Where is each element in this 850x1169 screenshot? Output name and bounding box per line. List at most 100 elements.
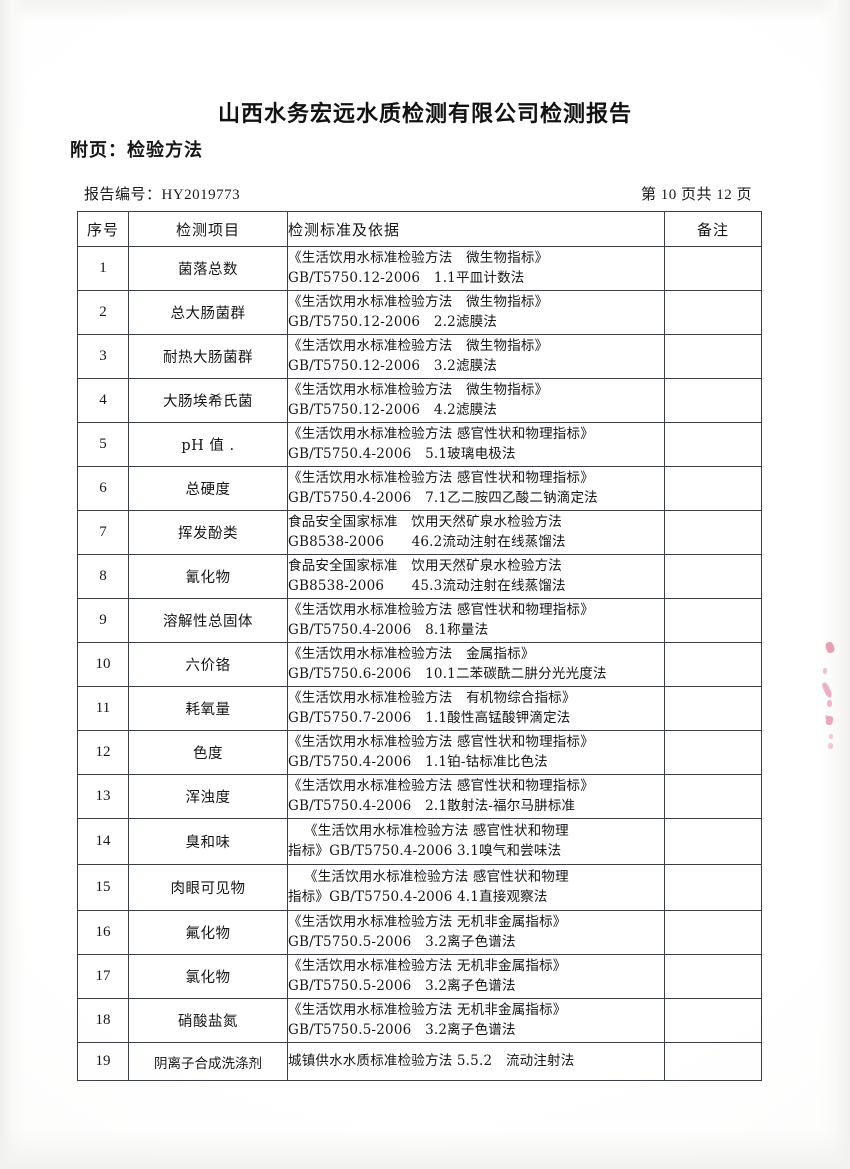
cell-test-standard: 《生活饮用水标准检验方法 感官性状和物理 指标》GB/T5750.4-2006 4… <box>287 864 665 911</box>
cell-sequence-number: 15 <box>77 864 129 911</box>
cell-sequence-number: 7 <box>77 510 129 555</box>
cell-test-standard: 《生活饮用水标准检验方法 金属指标》 GB/T5750.6-2006 10.1二苯… <box>287 642 665 687</box>
cell-sequence-number: 14 <box>77 818 129 865</box>
table-row: 6 总硬度 《生活饮用水标准检验方法 感官性状和物理指标》 GB/T5750.4-20… <box>77 466 762 511</box>
cell-note <box>664 910 762 955</box>
cell-test-item: 菌落总数 <box>128 246 288 291</box>
standard-line-2: GB/T5750.12-2006 2.2滤膜法 <box>288 313 498 330</box>
standard-line-1: 城镇供水水质标准检验方法 5.5.2 流动注射法 <box>288 1053 575 1070</box>
cell-note <box>664 290 762 335</box>
standard-line-2: GB/T5750.5-2006 3.2离子色谱法 <box>288 1021 516 1038</box>
cell-test-standard: 《生活饮用水标准检验方法 无机非金属指标》 GB/T5750.5-2006 3.2… <box>287 910 665 955</box>
table-body: 1 菌落总数 《生活饮用水标准检验方法 微生物指标》 GB/T5750.12-2006… <box>77 246 762 1081</box>
cell-sequence-number: 3 <box>77 334 129 379</box>
cell-sequence-number: 5 <box>77 422 129 467</box>
table-row: 4 大肠埃希氏菌 《生活饮用水标准检验方法 微生物指标》 GB/T5750.12-20… <box>77 378 762 423</box>
cell-sequence-number: 12 <box>77 730 129 775</box>
table-row: 9 溶解性总固体 《生活饮用水标准检验方法 感官性状和物理指标》 GB/T5750.4… <box>77 598 762 643</box>
standard-line-2: GB8538-2006 45.3流动注射在线蒸馏法 <box>288 577 566 594</box>
cell-note <box>664 954 762 999</box>
cell-test-item: 大肠埃希氏菌 <box>128 378 288 423</box>
cell-test-standard: 《生活饮用水标准检验方法 无机非金属指标》 GB/T5750.5-2006 3.2… <box>287 998 665 1043</box>
cell-test-standard: 《生活饮用水标准检验方法 无机非金属指标》 GB/T5750.5-2006 3.2… <box>287 954 665 999</box>
cell-note <box>664 510 762 555</box>
page-title: 山西水务宏远水质检测有限公司检测报告 <box>217 102 632 127</box>
cell-test-item: 氯化物 <box>128 954 288 999</box>
cell-sequence-number: 13 <box>77 774 129 819</box>
page-indicator: 第 10 页共 12 页 <box>640 187 752 203</box>
standard-line-2: GB/T5750.6-2006 10.1二苯碳酰二肼分光光度法 <box>288 665 607 682</box>
table-row: 7 挥发酚类 食品安全国家标准 饮用天然矿泉水检验方法 GB8538-2006 46.… <box>77 510 762 555</box>
cell-sequence-number: 6 <box>77 466 129 511</box>
standard-line-1: 《生活饮用水标准检验方法 感官性状和物理指标》 <box>288 733 594 750</box>
report-number: 报告编号：HY2019773 <box>84 187 241 203</box>
standard-line-1: 《生活饮用水标准检验方法 感官性状和物理指标》 <box>288 469 594 486</box>
table-header-row: 序号 检测项目 检测标准及依据 备注 <box>77 211 762 247</box>
cell-sequence-number: 1 <box>77 246 129 291</box>
standard-line-1: 《生活饮用水标准检验方法 感官性状和物理指标》 <box>288 777 594 794</box>
cell-test-item: 溶解性总固体 <box>128 598 288 643</box>
standard-line-1: 《生活饮用水标准检验方法 微生物指标》 <box>288 337 549 354</box>
standard-line-2: GB/T5750.12-2006 4.2滤膜法 <box>288 401 498 418</box>
cell-sequence-number: 4 <box>77 378 129 423</box>
cell-test-standard: 食品安全国家标准 饮用天然矿泉水检验方法 GB8538-2006 45.3流动注射… <box>287 554 665 599</box>
standard-line-1: 《生活饮用水标准检验方法 微生物指标》 <box>288 249 549 266</box>
standard-line-2: GB/T5750.7-2006 1.1酸性高锰酸钾滴定法 <box>288 709 571 726</box>
table-row: 1 菌落总数 《生活饮用水标准检验方法 微生物指标》 GB/T5750.12-2006… <box>77 246 762 291</box>
cell-test-item: 总大肠菌群 <box>128 290 288 335</box>
cell-test-standard: 食品安全国家标准 饮用天然矿泉水检验方法 GB8538-2006 46.2流动注射… <box>287 510 665 555</box>
cell-test-item: 色度 <box>128 730 288 775</box>
column-header-note: 备注 <box>664 211 762 247</box>
cell-note <box>664 554 762 599</box>
standard-line-2: GB/T5750.4-2006 2.1散射法-福尔马肼标准 <box>288 797 576 814</box>
cell-note <box>664 774 762 819</box>
standard-line-1: 《生活饮用水标准检验方法 感官性状和物理指标》 <box>288 601 594 618</box>
table-row: 2 总大肠菌群 《生活饮用水标准检验方法 微生物指标》 GB/T5750.12-200… <box>77 290 762 335</box>
standard-line-1: 《生活饮用水标准检验方法 感官性状和物理 <box>304 822 569 839</box>
table-row: 8 氰化物 食品安全国家标准 饮用天然矿泉水检验方法 GB8538-2006 45.3… <box>77 554 762 599</box>
standard-line-2: 指标》GB/T5750.4-2006 4.1直接观察法 <box>288 888 548 905</box>
cell-test-item: 耐热大肠菌群 <box>128 334 288 379</box>
column-header-no: 序号 <box>77 211 129 247</box>
standard-line-2: GB/T5750.4-2006 1.1铂-钴标准比色法 <box>288 753 548 770</box>
column-header-standard: 检测标准及依据 <box>287 211 665 247</box>
cell-test-item: 挥发酚类 <box>128 510 288 555</box>
cell-note <box>664 642 762 687</box>
cell-note <box>664 818 762 865</box>
report-meta-row: 报告编号：HY2019773 第 10 页共 12 页 <box>84 183 760 204</box>
cell-test-standard: 《生活饮用水标准检验方法 感官性状和物理指标》 GB/T5750.4-2006 5… <box>287 422 665 467</box>
standard-line-1: 《生活饮用水标准检验方法 微生物指标》 <box>288 293 549 310</box>
cell-test-item: 浑浊度 <box>128 774 288 819</box>
table-row: 12 色度 《生活饮用水标准检验方法 感官性状和物理指标》 GB/T5750.4-20… <box>77 730 762 775</box>
table-row: 17 氯化物 《生活饮用水标准检验方法 无机非金属指标》 GB/T5750.5-200… <box>77 954 762 999</box>
table-row: 13 浑浊度 《生活饮用水标准检验方法 感官性状和物理指标》 GB/T5750.4-2… <box>77 774 762 819</box>
standard-line-1: 食品安全国家标准 饮用天然矿泉水检验方法 <box>288 557 562 574</box>
cell-sequence-number: 2 <box>77 290 129 335</box>
table-row: 16 氟化物 《生活饮用水标准检验方法 无机非金属指标》 GB/T5750.5-200… <box>77 910 762 955</box>
table-row: 14 臭和味 《生活饮用水标准检验方法 感官性状和物理 指标》GB/T5750.4-2… <box>77 818 762 865</box>
cell-test-standard: 《生活饮用水标准检验方法 有机物综合指标》 GB/T5750.7-2006 1.1… <box>287 686 665 731</box>
cell-test-item: 总硬度 <box>128 466 288 511</box>
cell-test-item: 硝酸盐氮 <box>128 998 288 1043</box>
standard-line-1: 《生活饮用水标准检验方法 感官性状和物理指标》 <box>288 425 594 442</box>
test-method-table: 序号 检测项目 检测标准及依据 备注 1 菌落总数 《生活饮用水标准检验方法 微生物… <box>77 211 762 1081</box>
cell-test-standard: 《生活饮用水标准检验方法 感官性状和物理指标》 GB/T5750.4-2006 7… <box>287 466 665 511</box>
cell-test-standard: 《生活饮用水标准检验方法 感官性状和物理指标》 GB/T5750.4-2006 1… <box>287 730 665 775</box>
standard-line-2: GB/T5750.4-2006 5.1玻璃电极法 <box>288 445 516 462</box>
cell-test-item: 氰化物 <box>128 554 288 599</box>
cell-test-standard: 《生活饮用水标准检验方法 微生物指标》 GB/T5750.12-2006 2.2滤… <box>287 290 665 335</box>
column-header-item: 检测项目 <box>128 211 288 247</box>
cell-sequence-number: 19 <box>77 1042 129 1081</box>
table-row: 5 pH 值 . 《生活饮用水标准检验方法 感官性状和物理指标》 GB/T5750.4… <box>77 422 762 467</box>
cell-note <box>664 598 762 643</box>
cell-sequence-number: 10 <box>77 642 129 687</box>
cell-test-standard: 城镇供水水质标准检验方法 5.5.2 流动注射法 <box>287 1042 665 1081</box>
standard-line-2: GB/T5750.12-2006 3.2滤膜法 <box>288 357 498 374</box>
standard-line-2: 指标》GB/T5750.4-2006 3.1嗅气和尝味法 <box>288 842 562 859</box>
standard-line-1: 《生活饮用水标准检验方法 无机非金属指标》 <box>288 957 567 974</box>
standard-line-2: GB8538-2006 46.2流动注射在线蒸馏法 <box>288 533 566 550</box>
standard-line-2: GB/T5750.12-2006 1.1平皿计数法 <box>288 269 525 286</box>
standard-line-1: 《生活饮用水标准检验方法 无机非金属指标》 <box>288 913 567 930</box>
standard-line-1: 《生活饮用水标准检验方法 金属指标》 <box>288 645 535 662</box>
cell-test-item: 阴离子合成洗涤剂 <box>128 1042 288 1081</box>
